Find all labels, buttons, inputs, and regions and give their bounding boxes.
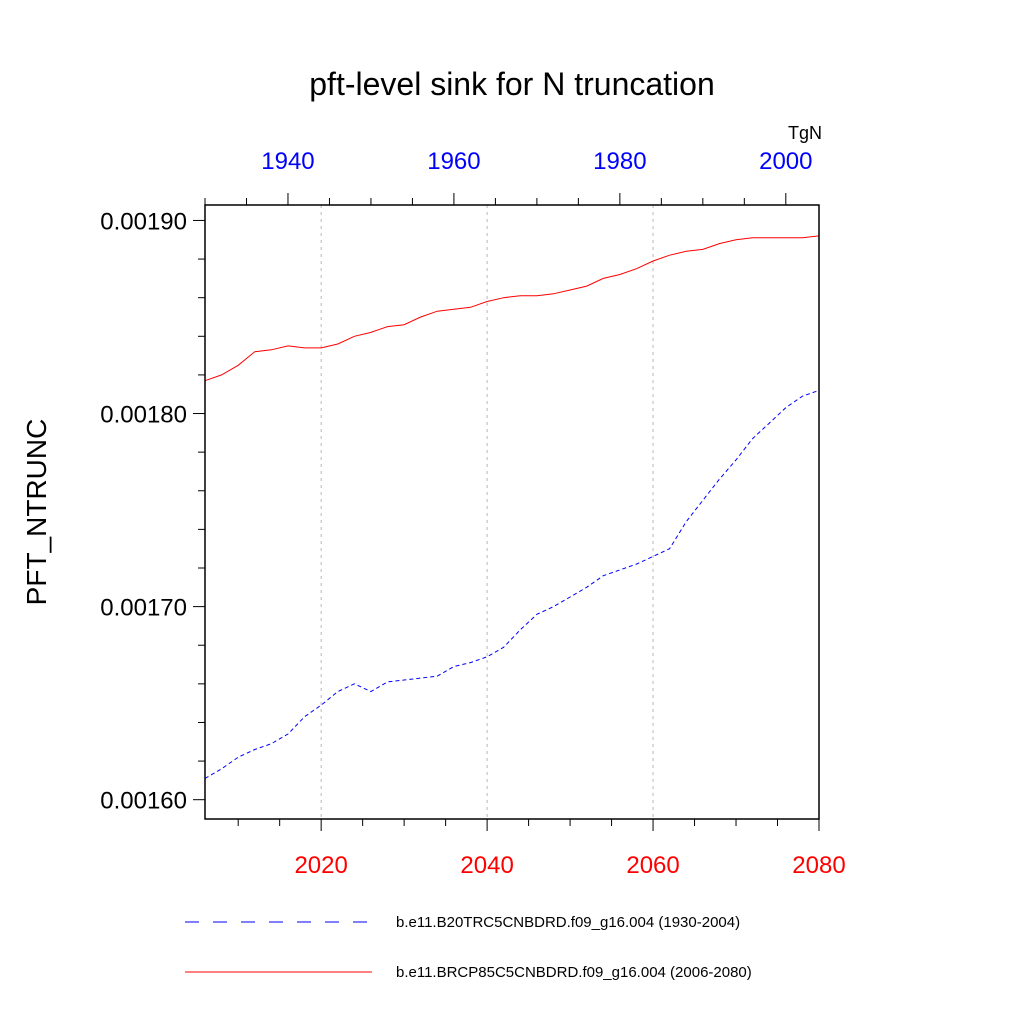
series-lines <box>204 235 820 779</box>
x-bottom-tick-label: 2040 <box>460 852 513 879</box>
units-label: TgN <box>788 123 822 143</box>
x-top-tick-label: 1960 <box>427 148 480 175</box>
y-tick-label: 0.00170 <box>100 595 187 622</box>
x-top-tick-label: 1940 <box>261 148 314 175</box>
y-tick-label: 0.00160 <box>100 788 187 815</box>
y-axis-label: PFT_NTRUNC <box>21 419 52 606</box>
x-bottom-tick-label: 2060 <box>626 852 679 879</box>
plot-frame <box>204 204 820 820</box>
legend-label-1: b.e11.B20TRC5CNBDRD.f09_g16.004 (1930-20… <box>396 914 740 931</box>
grid-lines <box>320 205 654 819</box>
y-tick-label: 0.00180 <box>100 402 187 429</box>
x-bottom-tick-label: 2080 <box>792 852 845 879</box>
chart-title: pft-level sink for N truncation <box>309 66 715 102</box>
legend: b.e11.B20TRC5CNBDRD.f09_g16.004 (1930-20… <box>185 914 752 981</box>
axis-ticks: 0.00160 0.00170 0.00180 0.00190 2020 2040 2060… <box>100 148 845 879</box>
series-line-1 <box>204 389 820 779</box>
x-top-tick-label: 1980 <box>593 148 646 175</box>
x-top-tick-label: 2000 <box>759 148 812 175</box>
x-bottom-tick-label: 2020 <box>294 852 347 879</box>
legend-label-2: b.e11.BRCP85C5CNBDRD.f09_g16.004 (2006-2… <box>396 964 752 981</box>
series-line-2 <box>204 235 820 382</box>
y-tick-label: 0.00190 <box>100 208 187 235</box>
